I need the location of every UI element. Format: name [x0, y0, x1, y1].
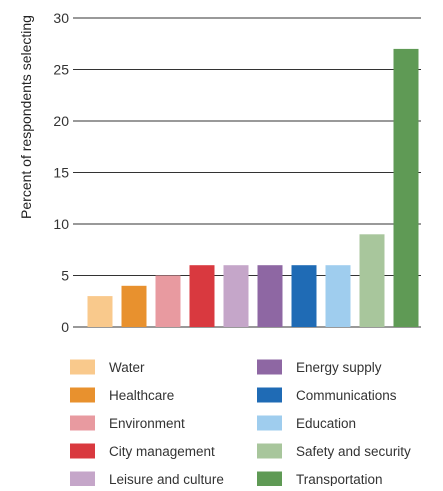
- legend: Water Healthcare Environment City managemen…: [70, 359, 411, 487]
- legend-swatch: [257, 387, 282, 403]
- bar-communications: [291, 265, 317, 327]
- y-tick-label: 10: [53, 216, 69, 232]
- legend-label: Environment: [109, 416, 185, 431]
- legend-item: Transportation: [257, 471, 383, 487]
- legend-label: Education: [296, 416, 356, 431]
- y-tick-label: 25: [53, 62, 69, 78]
- y-tick-label: 15: [53, 165, 69, 181]
- legend-swatch: [70, 471, 95, 487]
- y-tick-label: 0: [61, 319, 69, 335]
- legend-label: Healthcare: [109, 388, 174, 403]
- y-tick-label: 5: [61, 268, 69, 284]
- legend-swatch: [70, 443, 95, 459]
- legend-item: City management: [70, 443, 215, 459]
- y-tick-label: 30: [53, 10, 69, 26]
- y-axis-title: Percent of respondents selecting: [18, 15, 34, 219]
- legend-swatch: [257, 471, 282, 487]
- legend-label: Transportation: [296, 472, 383, 486]
- legend-swatch: [257, 415, 282, 431]
- legend-swatch: [70, 359, 95, 375]
- legend-swatch: [257, 359, 282, 375]
- bar-energy-supply: [257, 265, 283, 327]
- bar-transportation: [393, 48, 419, 328]
- bar-water: [87, 296, 113, 327]
- bar-layer: [87, 48, 419, 328]
- legend-item: Healthcare: [70, 387, 174, 403]
- legend-label: City management: [109, 444, 215, 459]
- legend-swatch: [257, 443, 282, 459]
- legend-item: Safety and security: [257, 443, 411, 459]
- bar-environment: [155, 275, 181, 327]
- legend-label: Water: [109, 360, 145, 375]
- bar-safety-and-security: [359, 234, 385, 327]
- legend-label: Communications: [296, 388, 397, 403]
- legend-item: Water: [70, 359, 145, 375]
- legend-swatch: [70, 415, 95, 431]
- bar-education: [325, 265, 351, 327]
- y-tick-label: 20: [53, 113, 69, 129]
- legend-label: Safety and security: [296, 444, 411, 459]
- legend-swatch: [70, 387, 95, 403]
- bar-healthcare: [121, 285, 147, 327]
- legend-item: Communications: [257, 387, 397, 403]
- bar-city-management: [189, 265, 215, 327]
- legend-item: Leisure and culture: [70, 471, 224, 487]
- bar-leisure-and-culture: [223, 265, 249, 327]
- legend-item: Energy supply: [257, 359, 382, 375]
- legend-label: Leisure and culture: [109, 472, 224, 486]
- legend-item: Education: [257, 415, 356, 431]
- legend-item: Environment: [70, 415, 185, 431]
- legend-label: Energy supply: [296, 360, 382, 375]
